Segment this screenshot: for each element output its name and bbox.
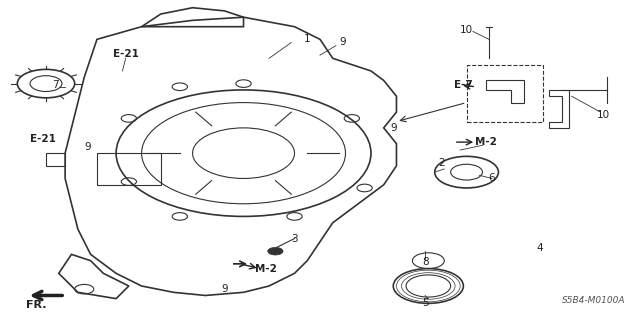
Text: S5B4-M0100A: S5B4-M0100A — [563, 296, 626, 305]
Text: 9: 9 — [390, 123, 397, 133]
Text: E-21: E-21 — [113, 48, 139, 59]
Circle shape — [268, 248, 283, 255]
Text: M-2: M-2 — [255, 263, 276, 274]
Text: M-2: M-2 — [475, 137, 497, 147]
Text: 9: 9 — [221, 284, 228, 294]
Text: E-21: E-21 — [30, 134, 56, 144]
Bar — [97, 153, 161, 185]
Text: 3: 3 — [291, 234, 298, 243]
Text: FR.: FR. — [26, 300, 47, 310]
Text: 4: 4 — [536, 243, 543, 253]
Text: 9: 9 — [84, 142, 91, 152]
Bar — [46, 153, 65, 166]
Text: 9: 9 — [339, 38, 346, 48]
Text: 6: 6 — [489, 174, 495, 183]
Text: 1: 1 — [304, 34, 310, 44]
Text: 7: 7 — [52, 80, 59, 90]
Text: 10: 10 — [460, 25, 473, 35]
Text: 2: 2 — [438, 158, 444, 168]
Text: E-7: E-7 — [454, 80, 473, 90]
Text: 8: 8 — [422, 257, 428, 267]
Text: 10: 10 — [597, 110, 610, 120]
Bar — [467, 65, 543, 122]
Text: 5: 5 — [422, 298, 428, 308]
